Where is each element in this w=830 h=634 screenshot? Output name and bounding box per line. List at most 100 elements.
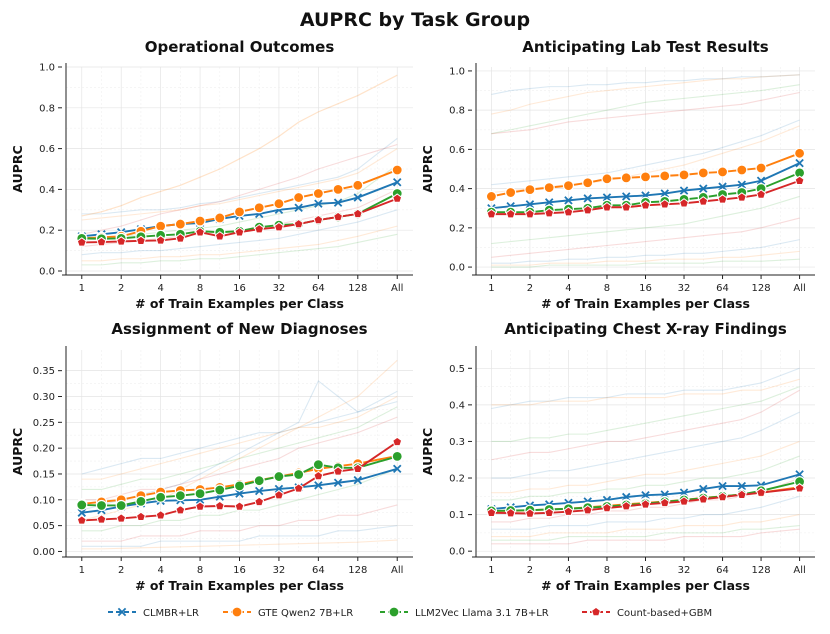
background-task-line <box>491 495 800 530</box>
data-point <box>353 193 363 202</box>
legend-marker <box>591 606 601 617</box>
background-task-line <box>491 455 800 501</box>
data-point <box>544 198 554 207</box>
data-point <box>601 173 613 185</box>
y-tick-label: 0.5 <box>449 364 465 375</box>
background-task-lines <box>491 367 800 545</box>
data-point <box>194 487 206 500</box>
data-point <box>640 200 651 210</box>
chart-title: Anticipating Chest X-ray Findings <box>504 320 787 338</box>
data-point <box>640 499 651 509</box>
data-point <box>659 170 671 182</box>
data-point <box>76 237 87 247</box>
x-tick-label: 1 <box>79 565 85 576</box>
x-tick-label: All <box>391 565 403 576</box>
data-point <box>562 180 575 192</box>
legend-item: GTE Qwen2 7B+LR <box>223 606 353 619</box>
data-point <box>312 459 324 471</box>
data-point <box>333 466 344 476</box>
y-tick-label: 0.4 <box>449 184 465 195</box>
grid <box>66 350 413 553</box>
background-task-lines <box>491 74 800 268</box>
background-task-line <box>491 84 800 135</box>
y-tick-label: 0.6 <box>449 145 465 156</box>
legend-label: CLMBR+LR <box>143 608 199 619</box>
background-task-line <box>491 514 800 538</box>
background-task-line <box>491 525 800 541</box>
data-point <box>679 198 689 208</box>
background-task-line <box>491 258 800 268</box>
legend-label: LLM2Vec Llama 3.1 7B+LR <box>415 608 549 619</box>
series-line <box>81 454 398 505</box>
legend-label: GTE Qwen2 7B+LR <box>258 608 353 619</box>
data-point <box>312 187 324 200</box>
data-point <box>544 507 555 517</box>
data-point <box>602 502 612 513</box>
legend-item: LLM2Vec Llama 3.1 7B+LR <box>380 606 549 619</box>
x-tick-label: 16 <box>639 283 652 294</box>
data-point <box>486 208 497 219</box>
background-task-line <box>81 209 398 256</box>
y-tick-label: 0.35 <box>33 366 55 377</box>
data-point <box>76 515 87 525</box>
x-tick-label: All <box>391 283 403 294</box>
series-line <box>81 181 398 238</box>
x-tick-label: 32 <box>678 283 691 294</box>
background-task-line <box>491 125 800 194</box>
data-point <box>96 236 107 247</box>
data-point <box>175 233 186 243</box>
background-task-line <box>81 396 398 480</box>
data-point <box>273 198 285 210</box>
x-tick-label: 128 <box>348 283 367 294</box>
data-point <box>736 489 747 500</box>
background-task-line <box>81 406 398 491</box>
data-point <box>718 182 727 191</box>
background-task-lines <box>81 74 398 266</box>
background-task-line <box>491 440 800 494</box>
data-point <box>294 203 303 212</box>
data-point <box>737 180 747 189</box>
data-point <box>332 183 344 195</box>
y-tick-label: 1.0 <box>39 63 55 74</box>
data-point <box>583 194 592 203</box>
y-axis-label: AUPRC <box>10 428 25 475</box>
data-point <box>563 506 574 516</box>
chart-panel-3: 1 2 4 8 16 32 64 128 All 0.00 0.05 0.10 0.15 0.20 0.25… <box>10 320 413 593</box>
x-tick-label: 64 <box>312 283 325 294</box>
y-tick-label: 0.05 <box>33 521 55 532</box>
data-point <box>313 214 324 225</box>
background-task-line <box>491 74 800 95</box>
data-point <box>678 169 690 181</box>
y-tick-label: 0.2 <box>39 226 55 237</box>
data-point <box>391 450 403 463</box>
data-point <box>717 194 728 204</box>
data-point <box>582 504 593 515</box>
legend-item: CLMBR+LR <box>108 607 199 619</box>
data-point <box>755 162 767 174</box>
background-task-line <box>491 386 800 442</box>
data-point <box>756 487 767 497</box>
x-tick-label: 32 <box>273 283 286 294</box>
data-point <box>621 500 632 511</box>
data-point <box>794 175 805 185</box>
data-point <box>254 496 265 507</box>
x-tick-label: 64 <box>716 283 729 294</box>
x-tick-label: 8 <box>604 565 610 576</box>
data-point <box>756 176 766 186</box>
data-point <box>737 481 747 491</box>
background-task-line <box>491 367 800 410</box>
y-tick-label: 0.2 <box>449 223 465 234</box>
data-point <box>253 202 265 214</box>
background-task-line <box>81 468 398 532</box>
background-task-line <box>81 359 398 521</box>
y-axis-label: AUPRC <box>10 145 25 192</box>
x-tick-label: 128 <box>752 565 771 576</box>
data-point <box>95 499 108 512</box>
data-point <box>392 178 402 187</box>
background-task-line <box>491 119 800 186</box>
y-tick-label: 0.8 <box>39 103 55 114</box>
x-tick-label: 4 <box>565 565 571 576</box>
data-point <box>293 468 305 481</box>
data-point <box>563 206 574 217</box>
data-point <box>314 481 323 490</box>
